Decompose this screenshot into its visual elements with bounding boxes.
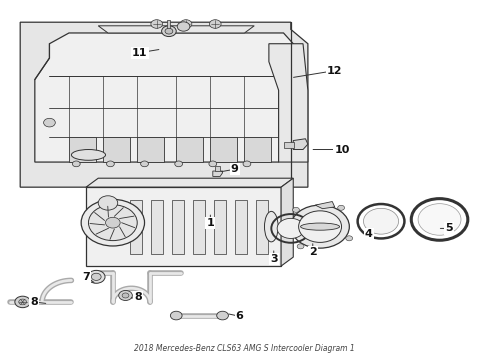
Circle shape bbox=[151, 20, 162, 28]
Circle shape bbox=[161, 26, 176, 37]
Bar bbox=[213, 200, 225, 253]
Ellipse shape bbox=[71, 149, 105, 160]
Circle shape bbox=[87, 270, 105, 283]
Bar bbox=[86, 187, 281, 266]
Circle shape bbox=[72, 161, 80, 167]
Circle shape bbox=[216, 311, 228, 320]
Circle shape bbox=[277, 219, 304, 238]
Text: 9: 9 bbox=[230, 164, 238, 174]
Bar bbox=[283, 141, 294, 148]
Text: 6: 6 bbox=[235, 311, 243, 321]
Polygon shape bbox=[293, 139, 307, 149]
Circle shape bbox=[208, 161, 216, 167]
Circle shape bbox=[105, 217, 120, 228]
Polygon shape bbox=[281, 178, 293, 266]
Circle shape bbox=[174, 161, 182, 167]
Circle shape bbox=[106, 161, 114, 167]
Polygon shape bbox=[315, 202, 334, 209]
Circle shape bbox=[15, 296, 30, 308]
Text: 11: 11 bbox=[132, 48, 147, 58]
Circle shape bbox=[180, 20, 191, 28]
Bar bbox=[103, 137, 130, 162]
Circle shape bbox=[292, 207, 299, 212]
Bar bbox=[171, 200, 183, 253]
Ellipse shape bbox=[264, 211, 278, 242]
Bar bbox=[151, 200, 163, 253]
Circle shape bbox=[122, 293, 129, 298]
Bar bbox=[167, 21, 170, 31]
Text: 8: 8 bbox=[30, 297, 38, 307]
Circle shape bbox=[209, 20, 221, 28]
Circle shape bbox=[298, 211, 341, 242]
Text: 3: 3 bbox=[269, 254, 277, 264]
Bar bbox=[234, 200, 246, 253]
Text: 2: 2 bbox=[308, 247, 316, 257]
Bar bbox=[137, 137, 163, 162]
Circle shape bbox=[164, 28, 172, 34]
Circle shape bbox=[243, 161, 250, 167]
Text: 12: 12 bbox=[326, 66, 342, 76]
Bar bbox=[130, 200, 142, 253]
Text: 2018 Mercedes-Benz CLS63 AMG S Intercooler Diagram 1: 2018 Mercedes-Benz CLS63 AMG S Intercool… bbox=[134, 344, 354, 353]
Circle shape bbox=[290, 205, 348, 248]
Text: 4: 4 bbox=[364, 229, 372, 239]
Bar bbox=[192, 200, 204, 253]
Text: 5: 5 bbox=[445, 224, 452, 233]
Circle shape bbox=[19, 299, 26, 305]
Bar bbox=[255, 200, 267, 253]
Circle shape bbox=[297, 244, 304, 249]
Circle shape bbox=[88, 205, 137, 240]
Polygon shape bbox=[268, 44, 307, 162]
Circle shape bbox=[43, 118, 55, 127]
Circle shape bbox=[177, 22, 189, 31]
Text: 7: 7 bbox=[82, 272, 90, 282]
Bar bbox=[210, 137, 237, 162]
Circle shape bbox=[81, 199, 144, 246]
Circle shape bbox=[98, 196, 118, 210]
Circle shape bbox=[170, 311, 182, 320]
Bar bbox=[69, 137, 96, 162]
Polygon shape bbox=[212, 171, 222, 176]
Circle shape bbox=[345, 236, 352, 241]
Text: 10: 10 bbox=[334, 144, 349, 154]
Circle shape bbox=[119, 291, 132, 301]
Circle shape bbox=[363, 208, 398, 234]
Bar bbox=[176, 137, 203, 162]
Polygon shape bbox=[35, 33, 293, 162]
Text: 1: 1 bbox=[206, 218, 214, 228]
Text: 8: 8 bbox=[134, 292, 142, 302]
Polygon shape bbox=[98, 26, 254, 33]
Circle shape bbox=[141, 161, 148, 167]
Circle shape bbox=[417, 204, 460, 235]
Bar bbox=[244, 137, 271, 162]
Ellipse shape bbox=[300, 223, 339, 230]
Polygon shape bbox=[20, 22, 307, 187]
Circle shape bbox=[337, 205, 344, 210]
Circle shape bbox=[91, 273, 101, 280]
Bar bbox=[215, 166, 220, 171]
Polygon shape bbox=[86, 178, 293, 187]
